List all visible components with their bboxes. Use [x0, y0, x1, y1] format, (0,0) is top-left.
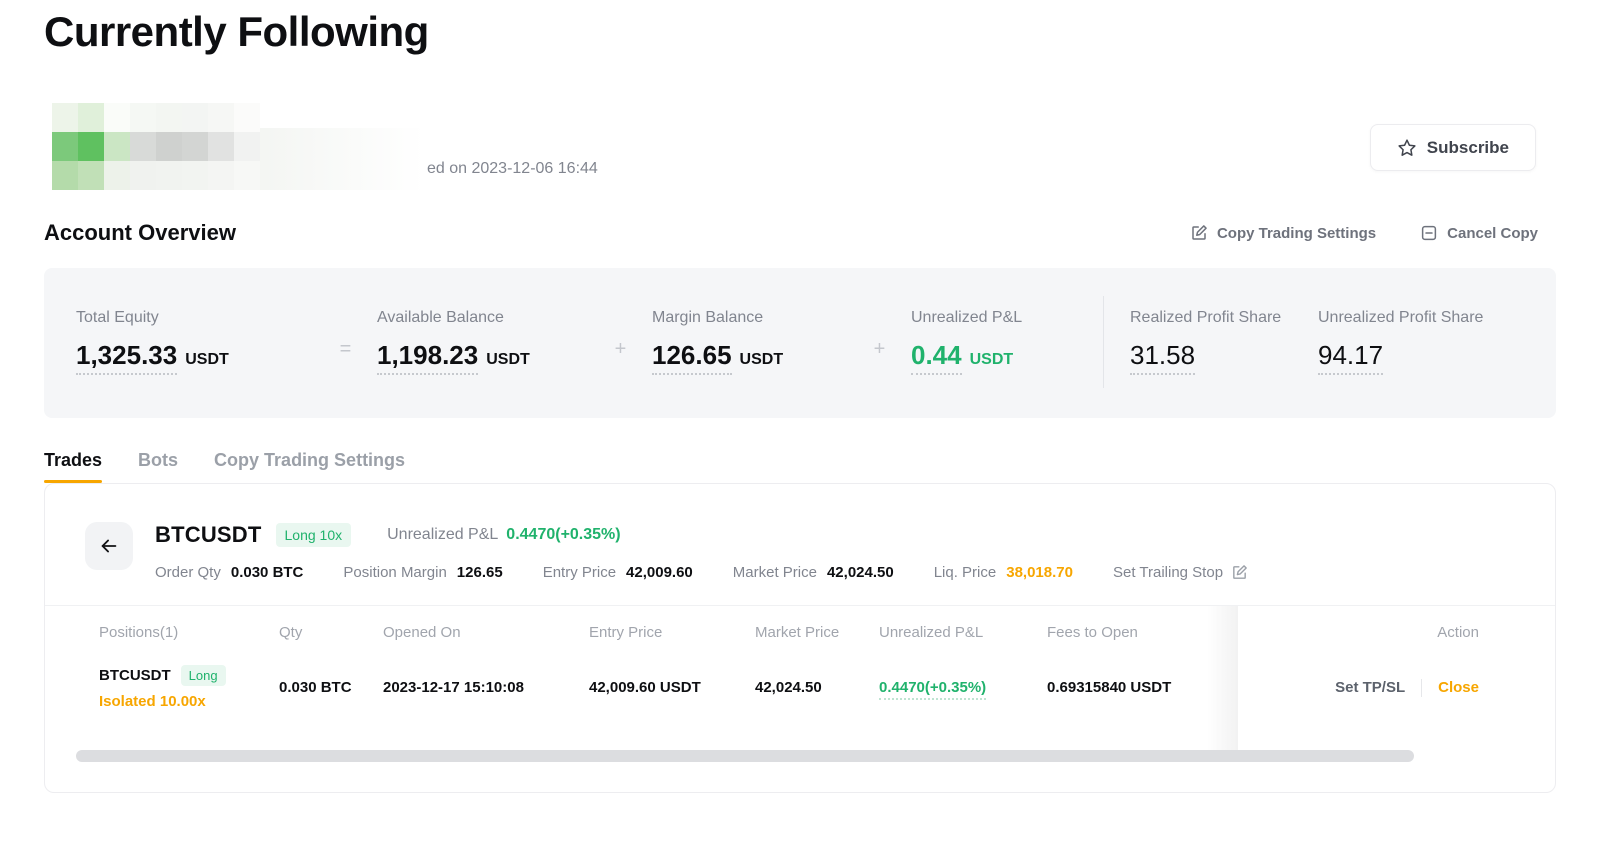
set-trailing-stop-button[interactable]: Set Trailing Stop — [1113, 564, 1248, 581]
account-overview-actions: Copy Trading Settings Cancel Copy — [1190, 224, 1538, 242]
cell-qty: 0.030 BTC — [279, 679, 352, 696]
trades-panel: BTCUSDT Long 10x Unrealized P&L 0.4470(+… — [44, 483, 1556, 793]
stat-label: Total Equity — [76, 309, 159, 327]
tab-bar: Trades Bots Copy Trading Settings — [44, 450, 1556, 483]
market-price-value: 42,024.50 — [826, 564, 894, 581]
position-margin-value: 126.65 — [456, 564, 503, 581]
back-button[interactable] — [85, 522, 133, 570]
cell-position: BTCUSDT Long Isolated 10.00x — [77, 665, 257, 710]
entry-price-label: Entry Price — [542, 564, 617, 581]
stat-label: Margin Balance — [652, 309, 764, 327]
subscribe-button[interactable]: Subscribe — [1369, 124, 1536, 171]
page-title: Currently Following — [44, 8, 429, 55]
stat-label: Available Balance — [377, 309, 504, 327]
cell-unrealized-pnl: 0.4470(+0.35%) — [857, 679, 1025, 700]
col-market-price: Market Price — [755, 624, 840, 641]
star-icon — [1397, 138, 1417, 158]
table-row: BTCUSDT Long Isolated 10.00x 0.030 BTC 2… — [77, 651, 1525, 728]
market-price-label: Market Price — [732, 564, 817, 581]
edit-icon — [1190, 224, 1208, 242]
liq-price-value: 38,018.70 — [1006, 564, 1073, 581]
stat-realized-profit-share: Realized Profit Share 31.58 — [1130, 309, 1318, 375]
side-leverage-badge: Long 10x — [275, 523, 352, 547]
col-entry-price: Entry Price — [589, 624, 663, 641]
stat-total-equity: Total Equity 1,325.33 USDT — [76, 309, 314, 375]
position-symbol: BTCUSDT — [155, 522, 262, 547]
side-badge: Long — [180, 665, 226, 686]
plus-operator: + — [614, 337, 627, 360]
set-trailing-stop-label: Set Trailing Stop — [1112, 564, 1224, 581]
account-overview-title: Account Overview — [44, 220, 236, 245]
cell-opened-on: 2023-12-17 15:10:08 — [383, 679, 524, 696]
stat-value: 126.65 — [652, 342, 732, 375]
col-qty: Qty — [279, 624, 303, 641]
entry-price-value: 42,009.60 — [626, 564, 693, 581]
unrealized-pnl-label: Unrealized P&L — [387, 526, 499, 543]
stats-divider — [1103, 296, 1104, 388]
card-divider — [45, 605, 1555, 606]
stat-value: 1,325.33 — [76, 342, 178, 375]
col-opened-on: Opened On — [383, 624, 461, 641]
copy-trading-settings-label: Copy Trading Settings — [1216, 224, 1377, 242]
stat-value: 94.17 — [1318, 342, 1384, 375]
positions-table: Positions(1) Qty Opened On Entry Price M… — [77, 606, 1525, 728]
stat-margin-balance: Margin Balance 126.65 USDT — [652, 309, 848, 375]
cancel-copy-link[interactable]: Cancel Copy — [1420, 224, 1538, 242]
stat-label: Unrealized Profit Share — [1318, 309, 1484, 327]
stat-label: Realized Profit Share — [1130, 309, 1282, 327]
col-action: Action — [1437, 624, 1479, 641]
minus-square-icon — [1420, 224, 1438, 242]
stat-unit: USDT — [185, 351, 229, 369]
positions-table-header: Positions(1) Qty Opened On Entry Price M… — [77, 606, 1525, 651]
set-tpsl-button[interactable]: Set TP/SL — [1335, 679, 1406, 696]
cell-entry-price: 42,009.60 USDT — [589, 679, 701, 696]
cell-fees-to-open: 0.69315840 USDT — [1047, 679, 1172, 696]
cancel-copy-label: Cancel Copy — [1447, 224, 1538, 242]
followed-date-text: ed on 2023-12-06 16:44 — [427, 160, 598, 177]
action-divider — [1421, 678, 1423, 697]
order-qty-value: 0.030 BTC — [230, 564, 304, 581]
account-stats-panel: Total Equity 1,325.33 USDT = Available Ba… — [44, 268, 1556, 418]
stat-value: 0.44 — [911, 342, 962, 375]
order-qty-label: Order Qty — [155, 564, 221, 581]
edit-icon — [1231, 564, 1248, 581]
stat-available-balance: Available Balance 1,198.23 USDT — [377, 309, 589, 375]
position-summary: BTCUSDT Long 10x Unrealized P&L 0.4470(+… — [45, 484, 1555, 581]
cell-action: Set TP/SL Close — [1241, 678, 1525, 697]
row-symbol: BTCUSDT — [99, 667, 171, 684]
stat-unrealized-profit-share: Unrealized Profit Share 94.17 — [1318, 309, 1524, 375]
equals-operator: = — [339, 337, 352, 360]
plus-operator: + — [873, 337, 886, 360]
tab-copy-trading-settings[interactable]: Copy Trading Settings — [214, 450, 406, 470]
stat-value: 1,198.23 — [377, 342, 479, 375]
account-overview-header: Account Overview Copy Trading Settings C… — [44, 220, 1538, 246]
stat-unit: USDT — [739, 351, 784, 369]
avatar-blur-fade — [260, 128, 425, 190]
arrow-left-icon — [98, 535, 120, 557]
profile-row: ed on 2023-12-06 16:44 Subscribe — [52, 102, 1536, 190]
margin-mode: Isolated 10.00x — [99, 693, 206, 710]
stat-unit: USDT — [486, 351, 530, 369]
col-positions: Positions(1) — [99, 624, 179, 641]
tab-bots[interactable]: Bots — [138, 450, 179, 470]
col-unrealized-pnl: Unrealized P&L — [879, 624, 984, 641]
stat-value: 31.58 — [1130, 342, 1196, 375]
stat-unit: USDT — [969, 351, 1014, 369]
liq-price-label: Liq. Price — [933, 564, 997, 581]
unrealized-pnl-value: 0.4470(+0.35%) — [506, 526, 621, 543]
unrealized-pnl-value: 0.4470(+0.35%) — [879, 679, 987, 700]
col-fees-to-open: Fees to Open — [1047, 624, 1138, 641]
page: Currently Following ed on 2023-12-06 16:… — [0, 8, 1600, 852]
stat-label: Unrealized P&L — [911, 309, 1023, 327]
horizontal-scrollbar-thumb[interactable] — [76, 750, 1414, 762]
avatar — [52, 103, 260, 190]
stat-unrealized-pnl: Unrealized P&L 0.44 USDT — [911, 309, 1073, 375]
close-position-button[interactable]: Close — [1438, 679, 1479, 696]
subscribe-label: Subscribe — [1426, 137, 1509, 157]
position-margin-label: Position Margin — [343, 564, 447, 581]
cell-market-price: 42,024.50 — [755, 679, 822, 696]
copy-trading-settings-link[interactable]: Copy Trading Settings — [1190, 224, 1376, 242]
tab-trades[interactable]: Trades — [44, 450, 103, 483]
